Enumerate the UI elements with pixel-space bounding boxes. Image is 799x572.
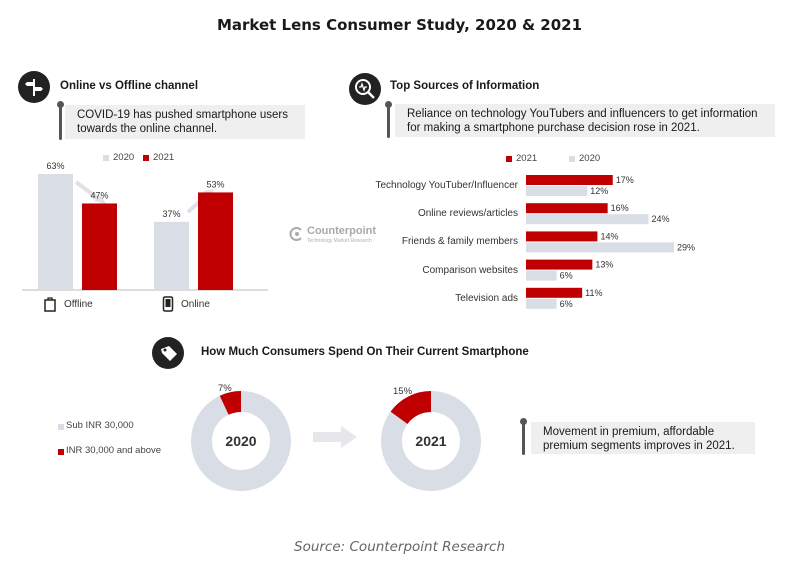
hbar-label-online-reviews-articles-2020: 24% bbox=[651, 214, 669, 224]
donut-year-2020: 2020 bbox=[225, 433, 257, 449]
category-label-online-reviews-articles: Online reviews/articles bbox=[417, 208, 518, 220]
category-label-online: Online bbox=[181, 299, 210, 310]
channel-bar-chart: 63% 47% 37% 53% bbox=[22, 161, 268, 291]
hbar-technology-youtuber-influencer-2021 bbox=[526, 175, 613, 185]
hbar-label-technology-youtuber-influencer-2021: 17% bbox=[616, 175, 634, 185]
hbar-label-television-ads-2020: 6% bbox=[560, 299, 573, 309]
legend-swatch-2021 bbox=[506, 156, 512, 162]
phone-bag-icon bbox=[44, 296, 56, 317]
legend-label-sub-30000: Sub INR 30,000 bbox=[66, 420, 134, 431]
legend-label-2020: 2020 bbox=[579, 153, 601, 164]
category-label-television-ads: Television ads bbox=[455, 292, 518, 304]
sources-bar-chart: 17% 12%16% 24% 14% 29% 13% 6% 11% 6% bbox=[526, 175, 695, 309]
price-tag-icon bbox=[152, 337, 184, 369]
watermark-tagline: Technology Market Research bbox=[307, 238, 372, 244]
section-title-spend: How Much Consumers Spend On Their Curren… bbox=[201, 346, 529, 358]
hbar-comparison-websites-2021 bbox=[526, 259, 593, 270]
category-label-technology-youtuber-influencer: Technology YouTuber/Influencer bbox=[375, 180, 518, 191]
donut-chart-2020 bbox=[191, 391, 291, 491]
category-label-comparison-websites: Comparison websites bbox=[422, 264, 518, 276]
category-label-friends-family-members: Friends & family members bbox=[401, 236, 518, 248]
source-caption: Source: Counterpoint Research bbox=[294, 539, 505, 555]
bar-label-offline-2020: 63% bbox=[46, 161, 64, 171]
legend-label-30000-above: INR 30,000 and above bbox=[66, 445, 162, 456]
donut-slice-30000-above-2021 bbox=[390, 391, 431, 424]
magnifier-icon bbox=[349, 73, 381, 105]
legend-label-2021: 2021 bbox=[153, 152, 175, 163]
legend-label-2021: 2021 bbox=[516, 153, 538, 164]
counterpoint-logo-icon bbox=[289, 226, 305, 247]
donut-slice-30000-above-2020 bbox=[219, 391, 241, 415]
bar-label-online-2021: 53% bbox=[206, 179, 224, 189]
trend-arrow-offline bbox=[74, 180, 102, 202]
section-title-sources: Top Sources of Information bbox=[390, 80, 540, 92]
legend-swatch-2020 bbox=[103, 155, 109, 161]
hbar-television-ads-2021 bbox=[526, 287, 583, 298]
callout-channel: COVID-19 has pushed smartphone users tow… bbox=[65, 105, 305, 139]
callout-pin bbox=[57, 101, 64, 140]
hbar-label-friends-family-members-2021: 14% bbox=[600, 231, 618, 241]
callout-pin bbox=[520, 418, 527, 455]
donut-chart-2021 bbox=[381, 391, 481, 491]
signpost-icon bbox=[18, 71, 50, 103]
category-label-offline: Offline bbox=[64, 299, 93, 310]
hbar-friends-family-members-2021 bbox=[526, 231, 598, 242]
bar-label-online-2020: 37% bbox=[162, 209, 180, 219]
legend-swatch-2020 bbox=[569, 156, 575, 162]
hbar-label-comparison-websites-2020: 6% bbox=[560, 271, 573, 281]
hbar-label-television-ads-2021: 11% bbox=[585, 288, 602, 298]
page-title: Market Lens Consumer Study, 2020 & 2021 bbox=[216, 16, 583, 34]
hbar-television-ads-2020 bbox=[526, 298, 557, 309]
smartphone-icon bbox=[162, 296, 174, 317]
donut-label-2021: 15% bbox=[393, 386, 413, 397]
hbar-label-friends-family-members-2020: 29% bbox=[677, 242, 695, 252]
legend-label-2020: 2020 bbox=[113, 152, 135, 163]
arrow-right-icon bbox=[313, 425, 357, 454]
section-title-channel: Online vs Offline channel bbox=[60, 80, 199, 92]
donut-label-2020: 7% bbox=[218, 383, 232, 394]
hbar-online-reviews-articles-2020 bbox=[526, 214, 649, 225]
bar-online-2020 bbox=[154, 221, 189, 290]
donut-year-2021: 2021 bbox=[415, 433, 447, 449]
hbar-friends-family-members-2020 bbox=[526, 242, 674, 253]
trend-arrowhead-offline bbox=[94, 195, 106, 204]
callout-pin bbox=[385, 101, 392, 138]
hbar-label-comparison-websites-2021: 13% bbox=[595, 260, 613, 270]
hbar-comparison-websites-2020 bbox=[526, 270, 557, 281]
callout-sources: Reliance on technology YouTubers and inf… bbox=[395, 104, 775, 137]
legend-swatch-2021 bbox=[143, 155, 149, 161]
watermark-name: Counterpoint bbox=[307, 225, 377, 237]
hbar-online-reviews-articles-2021 bbox=[526, 203, 608, 214]
hbar-label-technology-youtuber-influencer-2020: 12% bbox=[590, 186, 608, 196]
hbar-technology-youtuber-influencer-2020 bbox=[526, 186, 588, 196]
callout-spend: Movement in premium, affordable premium … bbox=[531, 422, 755, 454]
legend-swatch-30000-above bbox=[58, 449, 64, 455]
hbar-label-online-reviews-articles-2021: 16% bbox=[611, 203, 629, 213]
bar-label-offline-2021: 47% bbox=[90, 190, 108, 200]
legend-swatch-sub-30000 bbox=[58, 424, 64, 430]
bar-online-2021 bbox=[198, 192, 233, 290]
bar-offline-2021 bbox=[82, 203, 117, 290]
bar-offline-2020 bbox=[38, 174, 73, 290]
